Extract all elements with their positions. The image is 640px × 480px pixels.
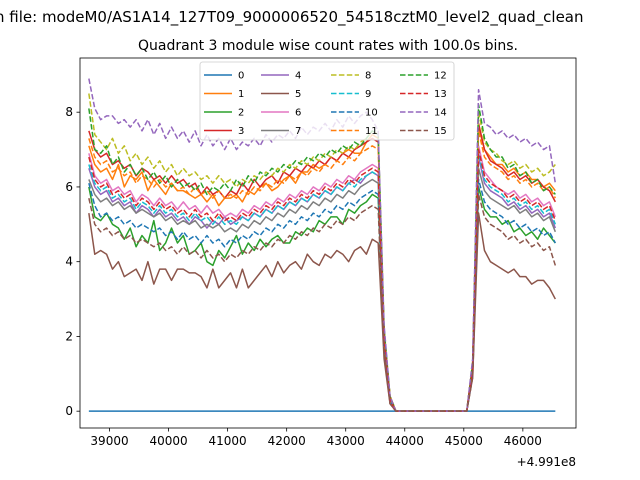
legend-label-2: 2 (238, 108, 244, 119)
figure-suptitle: n file: modeM0/AS1A14_127T09_9000006520_… (0, 8, 584, 27)
chart-title: Quadrant 3 module wise count rates with … (138, 38, 518, 54)
series-line-8 (88, 93, 556, 412)
legend-label-10: 10 (365, 108, 378, 119)
legend-label-7: 7 (295, 126, 301, 137)
legend-label-9: 9 (365, 89, 371, 100)
x-tick-label: 46000 (504, 434, 542, 448)
legend-label-4: 4 (295, 71, 301, 82)
legend-label-0: 0 (238, 71, 244, 82)
series-line-11 (88, 130, 556, 412)
y-axis: 0 2 4 6 8 (65, 105, 80, 418)
series-line-12 (88, 103, 556, 412)
series-layer (88, 78, 557, 412)
x-axis: 39000 40000 41000 42000 43000 44000 45000 46000 (90, 428, 542, 448)
legend-box (199, 61, 455, 141)
series-line-13 (88, 148, 557, 412)
y-tick-label: 8 (65, 105, 73, 119)
x-tick-label: 44000 (386, 434, 424, 448)
x-tick-label: 39000 (90, 434, 128, 448)
legend-label-13: 13 (434, 89, 447, 100)
x-tick-label: 40000 (149, 434, 187, 448)
series-line-15 (88, 193, 557, 412)
y-tick-label: 0 (65, 404, 73, 418)
legend-label-14: 14 (434, 108, 447, 119)
legend-label-11: 11 (365, 126, 378, 137)
y-tick-label: 4 (65, 255, 73, 269)
x-offset-label: +4.991e8 (517, 455, 576, 469)
legend-label-6: 6 (295, 108, 301, 119)
legend-label-3: 3 (238, 126, 244, 137)
x-tick-label: 45000 (445, 434, 483, 448)
legend-label-12: 12 (434, 71, 447, 82)
legend-label-5: 5 (295, 89, 301, 100)
legend-label-15: 15 (434, 126, 447, 137)
x-tick-label: 41000 (209, 434, 247, 448)
plot-area (79, 57, 577, 429)
legend-label-1: 1 (238, 89, 244, 100)
y-tick-label: 2 (65, 329, 73, 343)
x-tick-label: 43000 (327, 434, 365, 448)
y-tick-label: 6 (65, 180, 73, 194)
axes-frame (79, 57, 577, 429)
x-tick-label: 42000 (268, 434, 306, 448)
legend-label-8: 8 (365, 71, 371, 82)
